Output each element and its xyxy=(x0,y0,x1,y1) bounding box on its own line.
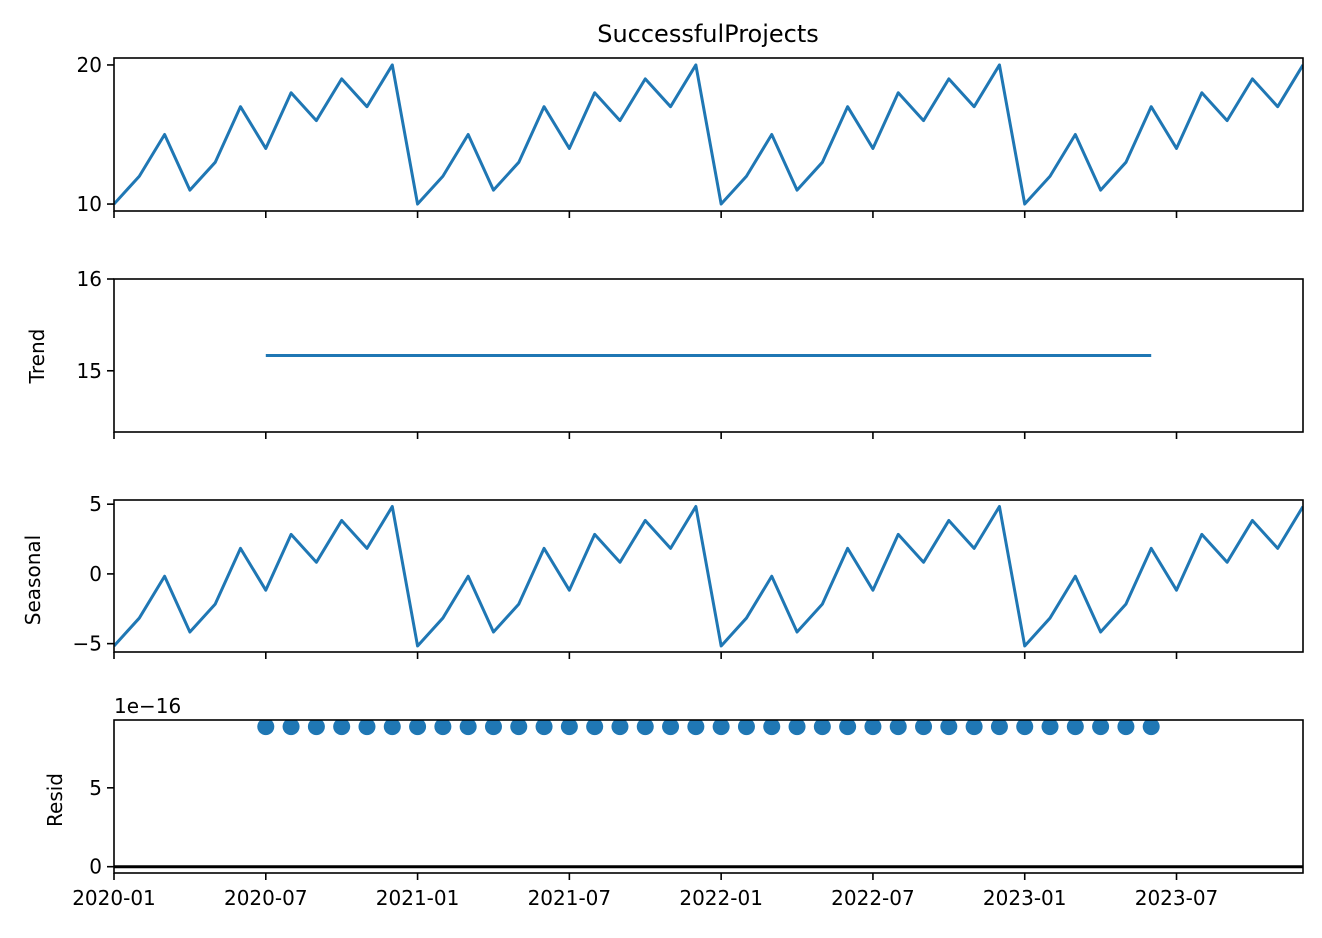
resid-point xyxy=(1142,720,1160,736)
observed-panel: SuccessfulProjects 10 20 xyxy=(77,20,1304,218)
x-tick-label: 2020-01 xyxy=(72,886,156,910)
resid-point xyxy=(1092,720,1110,736)
seasonal-y-tick-label: 5 xyxy=(89,492,102,516)
resid-panel: Resid 1e−16 0 5 2020-01 2020-07 2021-01 2021-… xyxy=(43,694,1304,910)
trend-y-tick-label: 16 xyxy=(77,267,102,291)
observed-data-group xyxy=(114,63,1303,206)
x-tick-label: 2022-07 xyxy=(831,886,915,910)
trend-axes-frame xyxy=(113,278,1304,433)
resid-point xyxy=(459,720,477,736)
resid-point xyxy=(839,720,857,736)
resid-point xyxy=(560,720,578,736)
x-tick-label: 2021-07 xyxy=(528,886,612,910)
resid-point xyxy=(990,720,1008,736)
trend-panel: Trend 15 16 xyxy=(25,267,1304,439)
resid-point xyxy=(282,720,300,736)
resid-point xyxy=(763,720,781,736)
observed-y-tick-label: 10 xyxy=(77,192,102,216)
resid-point xyxy=(737,720,755,736)
resid-point xyxy=(535,720,553,736)
resid-point xyxy=(636,720,654,736)
resid-point xyxy=(940,720,958,736)
resid-point xyxy=(662,720,680,736)
trend-y-axis-label: Trend xyxy=(25,329,49,385)
resid-point xyxy=(383,720,401,736)
resid-data-group xyxy=(114,720,1303,869)
x-tick-label: 2021-01 xyxy=(376,886,460,910)
observed-axes-frame xyxy=(113,57,1304,212)
resid-point xyxy=(409,720,427,736)
resid-point xyxy=(333,720,351,736)
resid-point xyxy=(358,720,376,736)
resid-offset-text: 1e−16 xyxy=(114,694,181,718)
resid-point xyxy=(788,720,806,736)
resid-point xyxy=(1117,720,1135,736)
resid-point xyxy=(1066,720,1084,736)
resid-point xyxy=(712,720,730,736)
resid-point xyxy=(1016,720,1034,736)
resid-point xyxy=(687,720,705,736)
resid-point xyxy=(915,720,933,736)
resid-point xyxy=(889,720,907,736)
resid-point xyxy=(586,720,604,736)
x-tick-label: 2020-07 xyxy=(224,886,308,910)
x-tick-label: 2023-01 xyxy=(983,886,1067,910)
resid-point xyxy=(257,720,275,736)
resid-point xyxy=(813,720,831,736)
resid-axes-frame xyxy=(113,719,1304,874)
resid-point xyxy=(965,720,983,736)
seasonal-series-line xyxy=(114,505,1303,648)
seasonal-data-group xyxy=(114,505,1303,648)
resid-point xyxy=(1041,720,1059,736)
resid-point xyxy=(434,720,452,736)
resid-point xyxy=(611,720,629,736)
resid-point xyxy=(510,720,528,736)
trend-y-tick-label: 15 xyxy=(77,359,102,383)
x-tick-label: 2023-07 xyxy=(1135,886,1219,910)
resid-point xyxy=(484,720,502,736)
resid-point xyxy=(864,720,882,736)
x-tick-label: 2022-01 xyxy=(679,886,763,910)
seasonal-y-axis-label: Seasonal xyxy=(21,535,45,625)
observed-series-line xyxy=(114,63,1303,206)
resid-y-tick-label: 5 xyxy=(89,776,102,800)
resid-point xyxy=(307,720,325,736)
seasonal-axes-frame xyxy=(113,499,1304,653)
seasonal-y-tick-label: −5 xyxy=(73,632,102,656)
observed-y-tick-label: 20 xyxy=(77,53,102,77)
chart-title: SuccessfulProjects xyxy=(597,20,819,48)
resid-y-axis-label: Resid xyxy=(43,773,67,827)
resid-y-tick-label: 0 xyxy=(89,855,102,879)
seasonal-panel: Seasonal −5 0 5 xyxy=(21,492,1304,659)
seasonal-y-tick-label: 0 xyxy=(89,562,102,586)
